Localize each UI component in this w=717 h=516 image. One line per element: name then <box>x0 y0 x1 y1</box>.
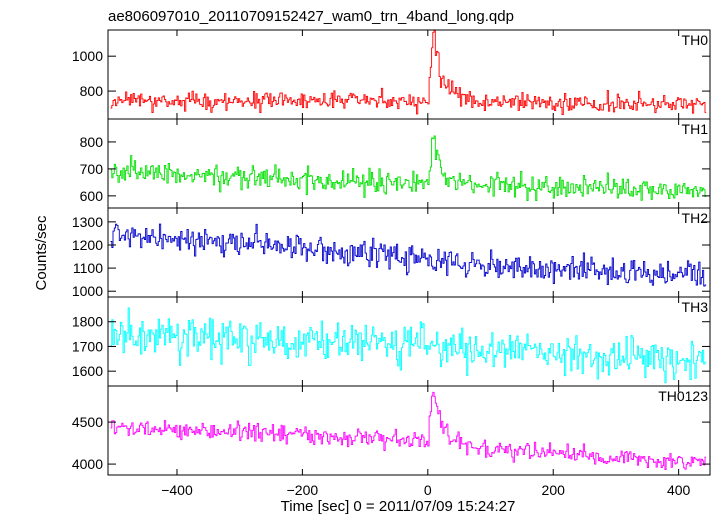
x-axis-label: Time [sec] 0 = 2011/07/09 15:24:27 <box>281 498 516 515</box>
panel-label: TH1 <box>682 121 709 137</box>
panel-frame <box>107 118 711 209</box>
plot-area: 800 1000 TH0 600 700 800 TH1 1000 1100 1200 1300 TH… <box>72 29 711 498</box>
y-tick-label: 800 <box>80 134 104 150</box>
series-line-th2 <box>110 223 707 287</box>
x-tick-label: 200 <box>542 482 566 498</box>
panel-th1: 600 700 800 TH1 <box>80 118 711 209</box>
y-tick-label: 800 <box>80 83 104 99</box>
y-tick-label: 600 <box>80 188 104 204</box>
y-tick-label: 4000 <box>72 456 103 472</box>
panel-label: TH2 <box>682 210 709 226</box>
series-line-th3 <box>110 307 707 384</box>
panel-th2: 1000 1100 1200 1300 TH2 <box>72 207 711 299</box>
panel-label: TH3 <box>682 299 709 315</box>
chart-title: ae806097010_20110709152427_wam0_trn_4ban… <box>108 8 514 25</box>
y-tick-label: 1600 <box>72 363 103 379</box>
panel-th3: 1600 1700 1800 TH3 <box>72 296 711 387</box>
panel-label: TH0 <box>682 32 709 48</box>
y-tick-label: 1800 <box>72 314 103 330</box>
x-tick-label: −400 <box>161 482 193 498</box>
y-tick-label: 1100 <box>73 260 103 276</box>
y-tick-label: 1000 <box>72 48 103 64</box>
x-tick-label: −200 <box>287 482 319 498</box>
series-line-th0 <box>110 30 707 116</box>
y-tick-label: 1300 <box>72 214 103 230</box>
panel-frame <box>107 385 711 476</box>
panel-th0123: 4000 4500 TH0123 <box>72 385 711 476</box>
y-tick-label: 700 <box>80 161 104 177</box>
y-tick-label: 1000 <box>72 283 103 299</box>
series-line-th0123 <box>110 391 707 470</box>
y-axis-label: Counts/sec <box>33 215 50 291</box>
y-tick-label: 1700 <box>72 338 103 354</box>
y-tick-label: 1200 <box>72 237 103 253</box>
y-tick-label: 4500 <box>72 414 103 430</box>
x-tick-label: 0 <box>424 482 432 498</box>
panel-label: TH0123 <box>658 388 708 404</box>
series-line-th1 <box>110 135 707 202</box>
panel-th0: 800 1000 TH0 <box>72 29 711 120</box>
x-tick-label: 400 <box>667 482 691 498</box>
